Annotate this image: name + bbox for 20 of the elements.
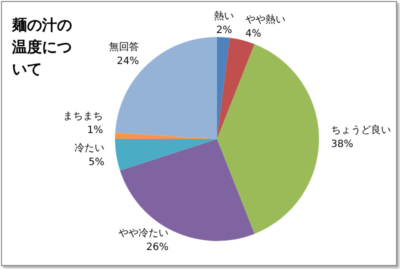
pie-slice (115, 139, 217, 171)
data-label: 4% (245, 28, 262, 40)
text: 麺の汁の温度について (12, 15, 72, 80)
data-label: 5% (88, 156, 104, 168)
pie-slice (120, 139, 255, 241)
slice-label: やや冷たい (118, 227, 168, 240)
pie-slice (217, 38, 255, 139)
data-label: 2% (216, 25, 232, 36)
slice-label: まちまち (63, 110, 104, 122)
slice-label: 冷たい (74, 142, 104, 154)
slice-label: やや熱い (245, 14, 286, 26)
data-label: 1% (87, 124, 104, 136)
pie-slice (217, 44, 319, 234)
pie-slice (217, 37, 230, 139)
data-label: 38% (331, 139, 354, 150)
slice-label: ちょうど良い (331, 124, 391, 136)
slice-label: 無回答 (108, 40, 139, 53)
data-label: 26% (146, 242, 168, 254)
data-label: 24% (116, 56, 139, 67)
slice-label: 熱い (214, 10, 234, 22)
